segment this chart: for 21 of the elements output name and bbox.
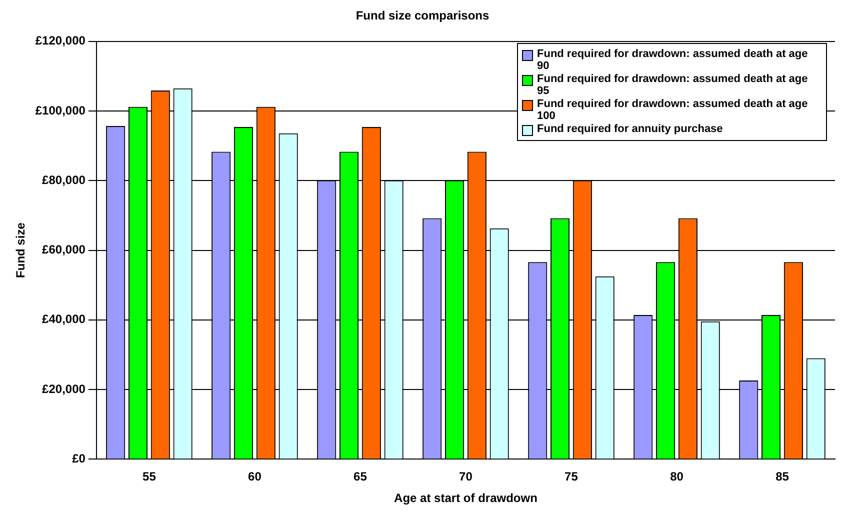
- x-tick-label: 80: [670, 470, 684, 484]
- y-tick-label: £100,000: [35, 103, 86, 118]
- y-tick-label: £0: [72, 452, 86, 466]
- y-tick-label: £60,000: [42, 242, 86, 257]
- legend-label: Fund required for annuity purchase: [537, 123, 723, 136]
- y-tick-label: £20,000: [42, 382, 86, 396]
- x-tick-label: 70: [459, 470, 473, 484]
- legend-label: Fund required for drawdown: assumed death at age 95: [537, 73, 809, 98]
- y-axis-title: Fund size: [14, 222, 28, 278]
- chart-title: Fund size comparisons: [356, 8, 490, 23]
- x-tick-label: 85: [776, 470, 790, 484]
- x-tick-label: 65: [354, 470, 368, 484]
- y-tick-label: £80,000: [42, 172, 86, 187]
- x-tick-label: 55: [142, 470, 156, 484]
- x-axis-title: Age at start of drawdown: [394, 491, 538, 506]
- y-tick-label: £40,000: [42, 312, 86, 326]
- x-tick-label: 75: [564, 470, 578, 484]
- legend-label: Fund required for drawdown: assumed death at age 100: [537, 98, 809, 122]
- legend-label: Fund required for drawdown: assumed death at age 90: [537, 48, 809, 72]
- y-tick-label: £120,000: [35, 34, 86, 48]
- x-tick-label: 60: [248, 470, 262, 484]
